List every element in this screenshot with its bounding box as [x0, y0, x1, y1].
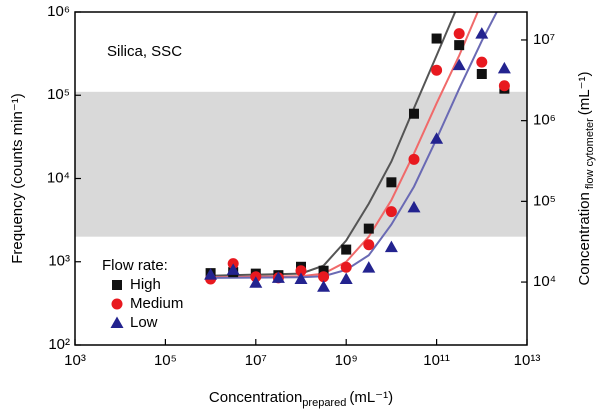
data-point — [294, 272, 308, 285]
x-label-main: Concentration — [209, 389, 302, 406]
data-point — [317, 280, 331, 292]
data-point — [363, 223, 374, 234]
y-tick-label: 10³ — [48, 253, 70, 270]
legend-label: High — [130, 276, 161, 293]
data-point — [385, 206, 397, 218]
fit-lines — [210, 12, 498, 279]
x-tick-label: 10⁹ — [335, 352, 358, 369]
data-point — [295, 265, 307, 277]
data-point — [386, 177, 397, 188]
x-label-sub: prepared — [302, 397, 346, 409]
data-point — [475, 27, 489, 39]
data-point — [340, 261, 352, 273]
y2-label-sub: flow cytometer — [584, 118, 596, 189]
data-point — [362, 261, 376, 273]
data-point — [453, 28, 465, 40]
fit-line — [210, 12, 479, 279]
data-point — [452, 58, 466, 71]
x-tick-label: 10¹³ — [514, 352, 541, 369]
data-point — [226, 263, 240, 275]
data-point — [341, 244, 352, 255]
legend-marker — [112, 280, 122, 290]
data-point — [476, 56, 488, 68]
data-point — [363, 239, 375, 251]
y2-label-main: Concentration — [576, 192, 593, 285]
data-point — [318, 265, 329, 276]
y2-tick-label: 10⁷ — [533, 31, 555, 48]
legend-label: Low — [130, 314, 158, 331]
x-tick-label: 10³ — [64, 352, 86, 369]
shaded-band — [75, 91, 527, 237]
y-tick-label: 10² — [48, 336, 70, 353]
y2-axis-label: Concentration flow cytometer (mL⁻¹) — [576, 71, 596, 285]
data-point — [431, 64, 443, 76]
y2-tick-label: 10⁵ — [533, 192, 556, 209]
data-point — [318, 271, 330, 283]
x-label-unit: (mL⁻¹) — [349, 389, 393, 406]
y-tick-label: 10⁶ — [47, 3, 70, 20]
data-point — [407, 200, 421, 213]
annotation: Silica, SSC — [107, 43, 182, 60]
y2-tick-label: 10⁶ — [533, 112, 556, 129]
data-point — [384, 240, 398, 253]
data-point — [249, 276, 263, 288]
data-point — [430, 132, 444, 144]
data-point — [497, 61, 511, 74]
legend-marker — [110, 316, 124, 328]
legend-marker — [111, 298, 123, 310]
legend-label: Medium — [130, 295, 183, 312]
data-point — [408, 108, 419, 119]
x-tick-label: 10⁷ — [245, 352, 267, 369]
data-point — [271, 271, 285, 283]
data-point — [431, 33, 442, 44]
data-point — [476, 68, 487, 79]
y-axis-label: Frequency (counts min⁻¹) — [9, 93, 26, 263]
data-point — [204, 268, 218, 280]
fit-line — [210, 12, 457, 277]
y-tick-label: 10⁵ — [47, 86, 70, 103]
legend-title: Flow rate: — [102, 257, 168, 274]
data-point — [498, 80, 510, 92]
data-point — [454, 40, 465, 51]
fit-line — [210, 12, 498, 279]
data-point — [339, 272, 353, 285]
x-tick-label: 10⁵ — [154, 352, 177, 369]
x-axis-label: Concentrationprepared (mL⁻¹) — [209, 389, 393, 409]
data-point — [408, 153, 420, 165]
y-tick-label: 10⁴ — [47, 169, 70, 186]
y2-label-unit: (mL⁻¹) — [576, 71, 593, 115]
x-tick-label: 10¹¹ — [423, 352, 450, 369]
y2-tick-label: 10⁴ — [533, 273, 556, 290]
